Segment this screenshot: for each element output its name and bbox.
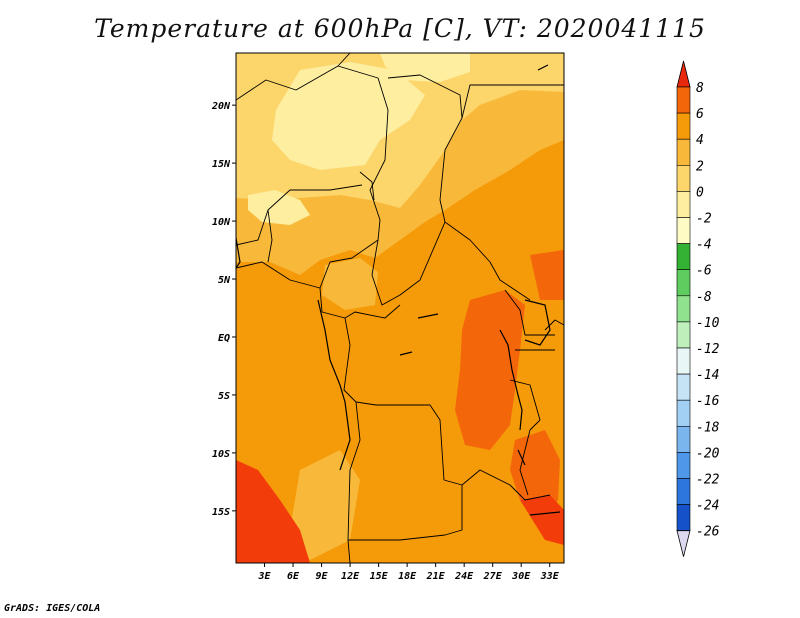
colorbar-label: -22: [696, 473, 720, 488]
lon-tick-label: 15E: [370, 571, 389, 582]
field-band-m2-0-top: [380, 53, 470, 82]
field-band-6-8-east: [455, 290, 525, 450]
colorbar-segment: [676, 452, 691, 479]
colorbar-top-arrow: [676, 60, 691, 88]
longitude-ticks: 3E 6E 9E 12E 15E 18E 21E 24E 27E 30E 33E: [257, 563, 560, 582]
lon-tick-label: 9E: [316, 571, 329, 582]
lat-tick-label: 15N: [212, 159, 231, 170]
colorbar-label: -16: [696, 394, 720, 409]
field-band-m2-0-north: [272, 62, 425, 170]
colorbar-label: -2: [696, 212, 712, 227]
colorbar-bottom-arrow: [676, 530, 691, 557]
colorbar-label: 0: [696, 185, 704, 200]
colorbar-segment: [676, 478, 691, 505]
colorbar-label: -12: [696, 342, 720, 357]
colorbar-segment: [676, 217, 691, 244]
colorbar-label: 4: [696, 133, 704, 148]
colorbar-segment: [676, 373, 691, 401]
lat-tick-label: 10S: [212, 449, 230, 460]
field-band-4-6-main: [236, 140, 564, 563]
colorbar-segment: [676, 399, 691, 427]
colorbar-segment: [676, 165, 691, 192]
temperature-field: [236, 53, 564, 563]
grads-credit: GrADS: IGES/COLA: [4, 603, 101, 614]
lon-tick-label: 6E: [287, 571, 300, 582]
field-band-2-4-central: [322, 258, 378, 310]
colorbar-segment: [676, 347, 691, 375]
colorbar-label: 8: [696, 81, 704, 96]
colorbar-label: -14: [696, 368, 719, 383]
colorbar-label: -4: [696, 238, 712, 253]
colorbar-segment: [676, 191, 691, 218]
field-band-6-8-east-strip: [530, 250, 564, 300]
colorbar-label: -6: [696, 264, 712, 279]
lat-tick-label: 20N: [211, 101, 231, 112]
lon-tick-label: 33E: [540, 571, 560, 582]
lat-tick-label: 5S: [218, 391, 230, 402]
colorbar-label: -10: [696, 316, 720, 331]
lon-tick-label: 12E: [341, 571, 360, 582]
country-borders: [236, 53, 564, 563]
colorbar-label: -26: [696, 525, 720, 540]
colorbar-segment: [676, 243, 691, 271]
colorbar-segment: [676, 138, 691, 166]
colorbar-segment: [676, 112, 691, 140]
colorbar-segment: [676, 269, 691, 297]
lon-tick-label: 3E: [257, 571, 271, 582]
colorbar-legend: 8 6 4 2 0 -2 -4 -6 -8 -10 -12 -14 -16 -18 -20 -22 -24 -26: [676, 60, 720, 557]
colorbar-segment: [676, 425, 691, 453]
lat-tick-label: 5N: [218, 275, 231, 286]
field-band-2-4-southwest: [290, 450, 360, 560]
lat-tick-label: 15S: [212, 507, 230, 518]
lon-tick-label: 21E: [426, 571, 446, 582]
colorbar-segment: [676, 295, 691, 323]
colorbar-segment: [676, 504, 691, 532]
colorbar-label: -20: [696, 446, 720, 461]
colorbar-label: 6: [696, 107, 704, 122]
colorbar-label: -18: [696, 420, 720, 435]
colorbar-segment: [676, 321, 691, 349]
field-band-m2-0-west: [248, 190, 310, 225]
map-frame: [235, 52, 565, 564]
lat-tick-label: 10N: [212, 217, 231, 228]
colorbar-label: -8: [696, 290, 712, 305]
lon-tick-label: 27E: [483, 571, 503, 582]
field-band-8-up-southeast: [520, 495, 564, 545]
lon-tick-label: 18E: [398, 571, 417, 582]
colorbar-label: -24: [696, 499, 719, 514]
lon-tick-label: 24E: [454, 571, 474, 582]
lon-tick-label: 30E: [511, 571, 531, 582]
colorbar-label: 2: [696, 159, 704, 174]
colorbar-segment: [676, 86, 691, 114]
lat-tick-label: EQ: [218, 333, 230, 344]
field-band-8-up-southwest: [236, 460, 310, 563]
coastline-lakes: [236, 64, 561, 516]
plot-title: Temperature at 600hPa [C], VT: 202004111…: [94, 14, 706, 43]
latitude-ticks: 20N 15N 10N 5N EQ 5S 10S 15S: [211, 101, 236, 518]
